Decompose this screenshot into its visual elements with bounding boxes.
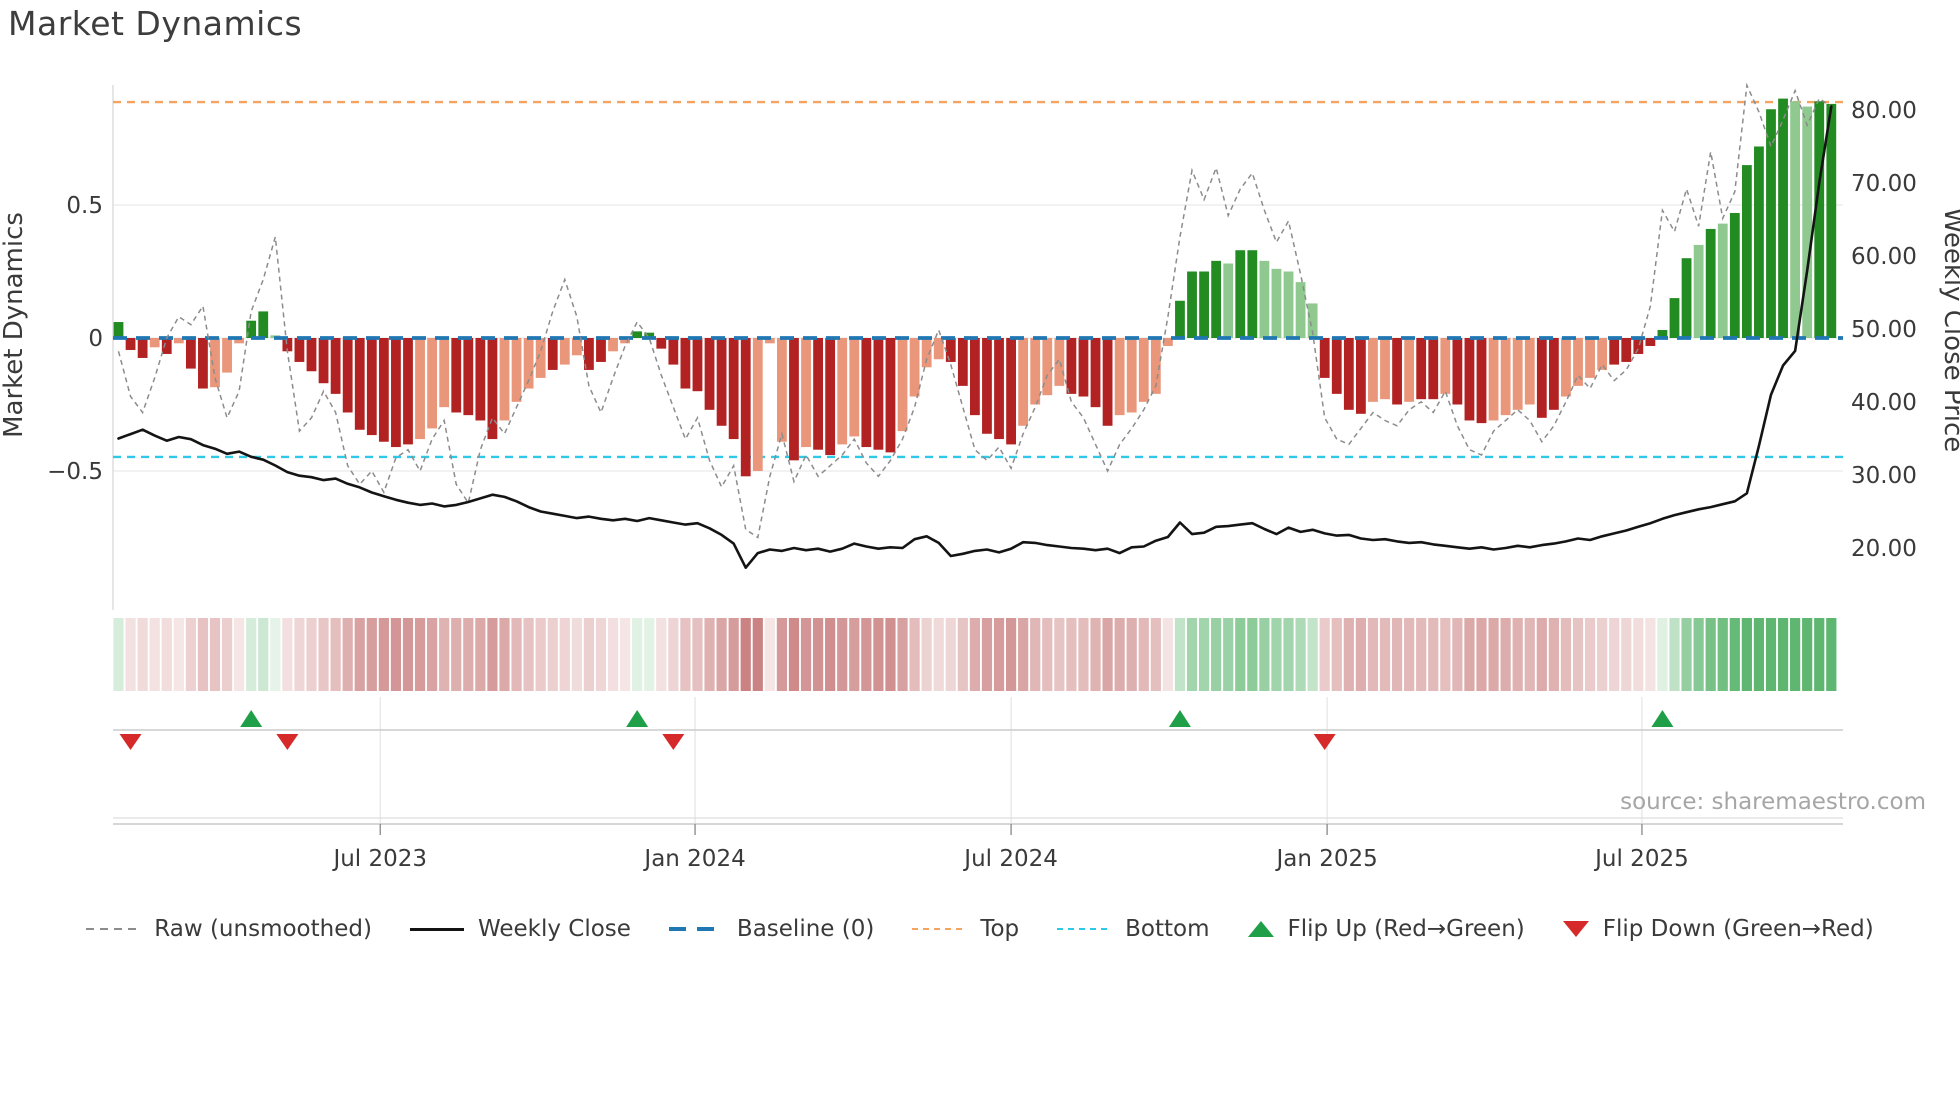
legend-label: Weekly Close [477,916,631,942]
flip-markers [113,697,1843,824]
legend-label: Flip Down (Green→Red) [1602,916,1874,942]
svg-text:0.5: 0.5 [66,193,103,219]
legend-item-flip-up: Flip Up (Red→Green) [1247,916,1525,942]
raw-line [117,82,1832,539]
svg-text:0: 0 [88,326,103,352]
legend-item-raw: Raw (unsmoothed) [86,916,372,942]
oscillator-bars [113,98,1837,477]
svg-text:80.00: 80.00 [1851,98,1917,124]
axes: Jul 2023 Jan 2024 Jul 2024 Jan 2025 Jul 2025… [0,98,1960,872]
svg-text:50.00: 50.00 [1851,317,1917,343]
svg-text:40.00: 40.00 [1851,390,1917,416]
svg-text:30.00: 30.00 [1851,463,1917,489]
flip-down-triangle-icon [1562,921,1589,937]
svg-text:20.00: 20.00 [1851,536,1917,562]
heatmap-strip [113,618,1837,691]
svg-text:Jan 2025: Jan 2025 [1274,846,1377,872]
weekly-close-swatch [409,927,464,931]
svg-text:Jan 2024: Jan 2024 [642,846,745,872]
legend-label: Baseline (0) [736,916,875,942]
svg-text:60.00: 60.00 [1851,244,1917,270]
legend: Raw (unsmoothed) Weekly Close Baseline (… [0,916,1960,942]
page-title: Market Dynamics [8,4,303,43]
legend-item-weekly-close: Weekly Close [409,916,631,942]
svg-text:Jul 2023: Jul 2023 [331,846,427,872]
svg-text:Market Dynamics: Market Dynamics [0,212,29,438]
legend-label: Raw (unsmoothed) [154,916,372,942]
bottom-line-swatch [1057,927,1112,931]
legend-label: Top [980,916,1020,942]
legend-label: Flip Up (Red→Green) [1287,916,1525,942]
flip-up-triangle-icon [1247,921,1274,937]
svg-text:−0.5: −0.5 [47,459,103,485]
svg-text:Jul 2025: Jul 2025 [1593,846,1689,872]
svg-text:Weekly Close Price: Weekly Close Price [1938,208,1960,453]
legend-item-flip-down: Flip Down (Green→Red) [1562,916,1874,942]
legend-item-top: Top [912,916,1019,942]
svg-text:Jul 2024: Jul 2024 [962,846,1058,872]
legend-label: Bottom [1125,916,1210,942]
weekly-close-line [117,105,1833,570]
source-attribution: source: sharemaestro.com [1620,789,1926,815]
baseline-swatch [668,927,723,931]
raw-line-swatch [86,927,141,931]
svg-text:70.00: 70.00 [1851,171,1917,197]
legend-item-bottom: Bottom [1057,916,1210,942]
legend-item-baseline: Baseline (0) [668,916,875,942]
top-line-swatch [912,927,967,931]
